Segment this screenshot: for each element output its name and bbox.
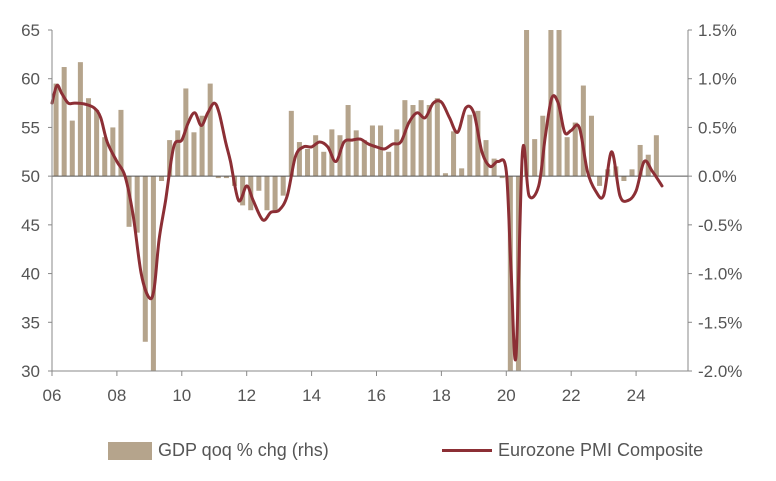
left-tick-label: 30: [21, 362, 40, 381]
left-tick-label: 45: [21, 216, 40, 235]
x-tick-label: 22: [562, 386, 581, 405]
x-axis-ticks: 06 08 10 12 14 16 18 20 22 24: [43, 371, 646, 405]
right-tick-label: 1.0%: [698, 70, 737, 89]
gdp-bar: [491, 158, 497, 177]
gdp-bar: [572, 122, 578, 177]
gdp-bar: [653, 135, 659, 177]
legend-label-pmi: Eurozone PMI Composite: [498, 440, 704, 460]
gdp-bar: [94, 109, 100, 177]
gdp-bar: [118, 109, 124, 177]
gdp-bar: [369, 125, 375, 177]
right-tick-label: -0.5%: [698, 216, 742, 235]
gdp-bar: [69, 120, 75, 177]
gdp-bars: [53, 30, 659, 371]
gdp-bar: [353, 130, 359, 177]
x-tick-label: 16: [367, 386, 386, 405]
gdp-bar: [442, 173, 448, 177]
gdp-bar: [159, 176, 165, 182]
gdp-bar: [451, 131, 457, 177]
legend: GDP qoq % chg (rhs) Eurozone PMI Composi…: [0, 440, 776, 470]
x-tick-label: 08: [107, 386, 126, 405]
gdp-bar: [134, 176, 140, 233]
gdp-bar: [426, 105, 432, 177]
left-tick-label: 50: [21, 167, 40, 186]
gdp-bar: [418, 100, 424, 177]
gdp-bar: [499, 176, 505, 179]
left-tick-label: 60: [21, 70, 40, 89]
gdp-bar: [532, 139, 538, 177]
left-tick-label: 40: [21, 265, 40, 284]
gdp-bar: [475, 110, 481, 177]
left-tick-label: 55: [21, 118, 40, 137]
gdp-bar: [394, 129, 400, 177]
legend-label-gdp: GDP qoq % chg (rhs): [158, 440, 329, 460]
x-tick-label: 18: [432, 386, 451, 405]
gdp-bar: [85, 98, 92, 177]
gdp-bar: [199, 115, 205, 177]
x-tick-label: 24: [627, 386, 646, 405]
gdp-bar: [410, 105, 416, 177]
left-tick-label: 65: [21, 21, 40, 40]
gdp-bar: [280, 176, 286, 196]
axes: [51, 30, 689, 372]
gdp-bar: [313, 135, 319, 177]
gdp-bar: [256, 176, 262, 191]
gdp-bar: [321, 151, 327, 177]
gdp-bar: [272, 176, 278, 211]
legend-item-gdp: GDP qoq % chg (rhs): [108, 440, 329, 461]
gdp-bar: [305, 148, 311, 177]
gdp-bar: [378, 125, 384, 177]
right-tick-label: -2.0%: [698, 362, 742, 381]
gdp-bar: [150, 176, 156, 371]
gdp-bar: [524, 30, 530, 177]
x-tick-label: 14: [302, 386, 321, 405]
gdp-bar: [629, 169, 635, 177]
gdp-bar: [467, 114, 473, 177]
gdp-bar: [588, 115, 594, 177]
right-tick-label: -1.5%: [698, 313, 742, 332]
x-tick-label: 12: [237, 386, 256, 405]
gdp-bar: [223, 176, 229, 179]
gdp-bar: [621, 176, 627, 182]
gdp-bar: [288, 110, 294, 177]
left-axis-ticks: 30 35 40 45 50 55 60 65: [21, 21, 52, 381]
gdp-bar: [402, 100, 408, 177]
gdp-bar: [77, 62, 83, 177]
gdp-bar: [142, 176, 148, 342]
gdp-bar: [564, 137, 570, 177]
gdp-bar: [264, 176, 270, 211]
gdp-bar: [102, 137, 108, 177]
gdp-bar: [459, 168, 465, 177]
gdp-bar: [215, 176, 221, 179]
gdp-bar: [207, 83, 213, 177]
gdp-bar: [361, 140, 367, 177]
gdp-bar: [53, 83, 59, 177]
gdp-bar: [483, 140, 489, 177]
gdp-bar: [61, 67, 67, 177]
gdp-bar: [167, 140, 173, 177]
left-tick-label: 35: [21, 313, 40, 332]
gdp-bar: [580, 85, 586, 177]
right-tick-label: 0.5%: [698, 118, 737, 137]
legend-swatch-pmi: [442, 449, 492, 452]
gdp-bar: [126, 176, 132, 227]
x-tick-label: 10: [172, 386, 191, 405]
right-axis-ticks: -2.0% -1.5% -1.0% -0.5% 0.0% 0.5% 1.0% 1.5%: [688, 21, 742, 381]
x-tick-label: 06: [43, 386, 62, 405]
x-tick-label: 20: [497, 386, 516, 405]
right-tick-label: 1.5%: [698, 21, 737, 40]
gdp-bar: [597, 176, 603, 186]
pmi-composite-line: [50, 83, 664, 362]
gdp-bar: [386, 151, 392, 177]
gdp-bar: [296, 142, 302, 177]
gdp-bar: [191, 132, 197, 177]
legend-item-pmi: Eurozone PMI Composite: [442, 440, 703, 461]
right-tick-label: -1.0%: [698, 265, 742, 284]
gdp-bar: [175, 130, 181, 177]
legend-swatch-gdp: [108, 441, 152, 460]
gdp-bar: [637, 144, 643, 177]
gdp-bar: [434, 98, 440, 177]
right-tick-label: 0.0%: [698, 167, 737, 186]
